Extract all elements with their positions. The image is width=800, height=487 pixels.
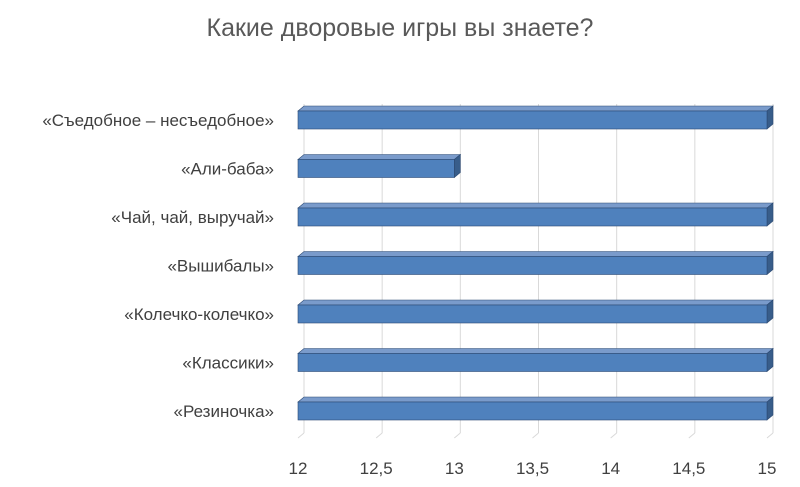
category-label: «Резиночка» [174,402,274,421]
bar-top-face [297,348,774,354]
bar-front-face [297,207,768,227]
x-tick-label: 12,5 [360,459,393,478]
gridline-floor [766,432,774,439]
category-labels: «Съедобное – несъедобное» «Али-баба» «Чай,… [42,111,274,421]
bar-front-face [297,256,768,275]
category-label: «Колечко-колечко» [124,305,274,324]
bar-top-face [297,251,774,257]
bar-top-face [297,396,774,403]
bar [297,105,774,130]
gridline-floor [532,432,539,439]
category-label: «Классики» [182,354,274,373]
x-tick-label: 13,5 [516,459,549,478]
gridline-floor [297,432,305,439]
bar-front-face [297,159,455,178]
bar-front-face [297,110,768,130]
bar-front-face [297,401,768,421]
bar [297,153,462,179]
gridline-floor [610,432,617,439]
gridline-floor [688,432,696,439]
gridline-floor [454,432,461,439]
bar [297,396,774,421]
bar-top-face [297,202,774,209]
category-label: «Чай, чай, выручай» [111,208,274,227]
x-tick-label: 13 [445,459,464,478]
bars [297,105,774,421]
x-axis-tick-labels: 12 12,5 13 13,5 14 14,5 15 [289,459,777,478]
bar-top-face [297,299,774,306]
bar-top-face [297,154,462,160]
x-tick-label: 14,5 [672,459,705,478]
bar [297,299,774,324]
x-tick-label: 15 [758,459,777,478]
bar [297,347,774,373]
bar-front-face [297,304,768,324]
bar-front-face [297,353,768,372]
x-tick-label: 14 [601,459,620,478]
bar-top-face [297,105,774,112]
category-label: «Али-баба» [181,160,274,179]
category-label: «Съедобное – несъедобное» [42,111,274,130]
bar [297,250,774,276]
gridline-floor [375,432,383,439]
chart-title: Какие дворовые игры вы знаете? [206,14,594,42]
x-tick-label: 12 [289,459,308,478]
bar [297,202,774,227]
category-label: «Вышибалы» [167,257,274,276]
